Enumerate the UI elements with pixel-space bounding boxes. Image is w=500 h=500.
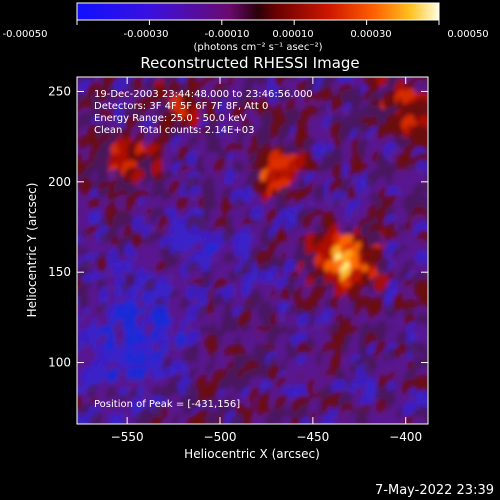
x-tick-label: −400 <box>389 430 422 444</box>
colorbar-unit-label: (photons cm⁻² s⁻¹ asec⁻²) <box>193 42 322 53</box>
heatmap-cell <box>412 129 428 151</box>
x-axis: −550 −500 −450 −400 <box>111 77 422 444</box>
annotation-clean-counts: Clean Total counts: 2.14E+03 <box>94 125 254 136</box>
colorbar-tick-label-2: -0.00010 <box>205 29 250 40</box>
x-tick-label: −550 <box>111 430 144 444</box>
colorbar-tick-label-4: 0.00030 <box>350 29 391 40</box>
heatmap-cell <box>410 416 428 424</box>
heatmap-cell <box>416 285 428 301</box>
x-tick-label: −450 <box>296 430 329 444</box>
annotation-energy: Energy Range: 25.0 - 50.0 keV <box>94 113 247 124</box>
heatmap-cell <box>231 105 247 122</box>
annotation-detectors: Detectors: 3F 4F 5F 6F 7F 8F, Att 0 <box>94 101 268 112</box>
heatmap-cell <box>151 367 167 382</box>
heatmap-cell <box>412 168 428 184</box>
heatmap-image <box>77 77 428 424</box>
heatmap-cell <box>373 413 394 424</box>
y-tick-label: 200 <box>48 175 71 189</box>
plot-frame <box>76 76 429 425</box>
chart-title: Reconstructed RHESSI Image <box>140 54 359 72</box>
colorbar: -0.00050 -0.00030 -0.00010 0.00010 0.000… <box>3 2 489 53</box>
x-tick-label: −500 <box>204 430 237 444</box>
colorbar-tick-label-5: 0.00050 <box>447 29 488 40</box>
colorbar-gradient <box>76 2 440 21</box>
colorbar-tick-label-3: 0.00010 <box>272 29 313 40</box>
heatmap-cell <box>306 160 321 175</box>
colorbar-tick-label-1: -0.00030 <box>124 29 169 40</box>
heatmap-cell <box>151 416 166 424</box>
y-tick-label: 150 <box>48 265 71 279</box>
x-axis-label: Heliocentric X (arcsec) <box>184 447 320 461</box>
annotation-time: 19-Dec-2003 23:44:48.000 to 23:46:56.000 <box>94 89 313 100</box>
y-tick-label: 100 <box>48 356 71 370</box>
footer-timestamp: 7-May-2022 23:39 <box>375 483 494 498</box>
y-tick-label: 250 <box>48 84 71 98</box>
heatmap-cell <box>413 374 428 393</box>
annotation-peak-position: Position of Peak = [-431,156] <box>94 399 240 410</box>
annotation-block: 19-Dec-2003 23:44:48.000 to 23:46:56.000… <box>94 89 313 410</box>
y-axis-label: Heliocentric Y (arcsec) <box>25 183 39 318</box>
colorbar-tick-label-0: -0.00050 <box>3 29 48 40</box>
y-axis: 100 150 200 250 <box>48 84 428 370</box>
